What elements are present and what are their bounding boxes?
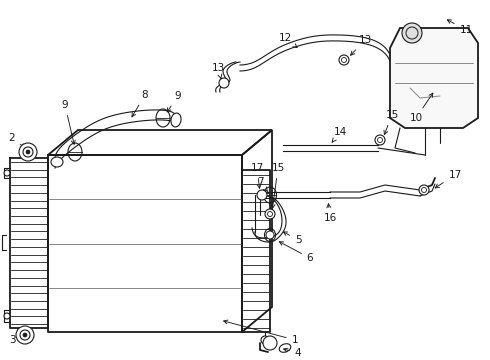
Text: 5: 5: [283, 232, 301, 245]
Text: 11: 11: [447, 20, 473, 35]
Text: 7: 7: [257, 177, 268, 192]
Circle shape: [19, 143, 37, 161]
Text: 13: 13: [211, 63, 224, 78]
Ellipse shape: [51, 157, 63, 167]
Text: 17: 17: [435, 170, 462, 188]
Text: 15: 15: [271, 163, 285, 208]
Text: 4: 4: [284, 348, 301, 358]
Text: 10: 10: [410, 93, 433, 123]
Text: 2: 2: [9, 133, 25, 148]
Circle shape: [266, 231, 274, 239]
Circle shape: [402, 23, 422, 43]
Circle shape: [219, 78, 229, 88]
Text: 16: 16: [323, 204, 337, 223]
Text: 6: 6: [279, 242, 313, 263]
Text: 13: 13: [351, 35, 371, 55]
Text: 9: 9: [167, 91, 181, 112]
Circle shape: [16, 326, 34, 344]
Circle shape: [26, 150, 30, 154]
Circle shape: [261, 336, 269, 344]
Circle shape: [339, 55, 349, 65]
Text: 14: 14: [332, 127, 346, 142]
Text: 3: 3: [9, 335, 22, 345]
Circle shape: [4, 313, 10, 319]
Text: 12: 12: [278, 33, 297, 48]
Circle shape: [419, 185, 429, 195]
Text: 9: 9: [62, 100, 75, 144]
Ellipse shape: [279, 344, 291, 352]
Circle shape: [23, 333, 27, 337]
Text: 1: 1: [223, 320, 298, 345]
Text: 8: 8: [132, 90, 148, 117]
Text: 17: 17: [250, 163, 264, 188]
Circle shape: [265, 209, 275, 219]
Circle shape: [375, 135, 385, 145]
Circle shape: [4, 170, 10, 176]
Text: 15: 15: [384, 110, 399, 135]
Circle shape: [257, 190, 267, 200]
Ellipse shape: [171, 113, 181, 127]
Polygon shape: [390, 28, 478, 128]
Circle shape: [263, 336, 277, 350]
